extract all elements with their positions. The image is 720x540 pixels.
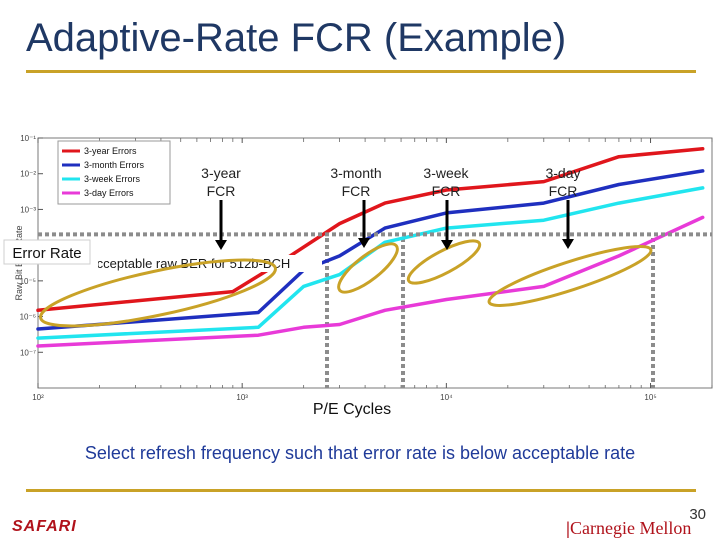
fcr-label-3-month-fcr: FCR bbox=[342, 183, 371, 199]
x-tick-label: 10⁵ bbox=[644, 393, 656, 402]
series-line-3-year-errors bbox=[36, 147, 705, 313]
y-tick-label: 10⁻² bbox=[20, 170, 36, 179]
error-rate-label: Error Rate bbox=[12, 245, 81, 262]
series-line-3-week-errors bbox=[36, 186, 705, 340]
safari-logo: SAFARI bbox=[12, 518, 77, 535]
slide-title: Adaptive-Rate FCR (Example) bbox=[26, 16, 567, 60]
fcr-arrow-head bbox=[562, 239, 574, 249]
legend-entry: 3-day Errors bbox=[84, 188, 134, 198]
chart-series bbox=[36, 147, 705, 348]
chart-grid bbox=[325, 238, 655, 388]
series-line-3-month-errors bbox=[36, 169, 705, 331]
highlight-ellipse bbox=[337, 242, 399, 294]
fcr-arrow-head bbox=[358, 238, 370, 248]
cmu-logo-text: Carnegie Mellon bbox=[569, 518, 692, 538]
page-number: 30 bbox=[689, 506, 706, 523]
x-axis-label: P/E Cycles bbox=[313, 401, 391, 418]
y-tick-label: 10⁻⁵ bbox=[20, 277, 36, 286]
title-underline bbox=[26, 70, 696, 73]
legend-entry: 3-month Errors bbox=[84, 160, 145, 170]
fcr-label-3-day: 3-day bbox=[545, 165, 580, 181]
x-tick-label: 10³ bbox=[236, 393, 248, 402]
legend-entry: 3-week Errors bbox=[84, 174, 141, 184]
y-tick-label: 10⁻⁷ bbox=[20, 348, 36, 357]
y-tick-label: 10⁻⁶ bbox=[20, 313, 36, 322]
chart-legend: 3-year Errors 3-month Errors 3-week Errors… bbox=[57, 140, 171, 205]
highlight-ellipse bbox=[406, 239, 482, 285]
fcr-label-3-year-fcr: FCR bbox=[207, 183, 236, 199]
y-tick-label: 10⁻¹ bbox=[20, 134, 36, 143]
fcr-label-3-week: 3-week bbox=[423, 165, 469, 181]
y-tick-label: 10⁻³ bbox=[20, 205, 36, 214]
series-line-3-day-errors bbox=[36, 215, 705, 348]
slide-caption: Select refresh frequency such that error… bbox=[84, 443, 636, 463]
footer-rule bbox=[26, 489, 696, 492]
highlight-ellipse bbox=[487, 245, 653, 307]
legend-entry: 3-year Errors bbox=[84, 146, 137, 156]
fcr-label-3-week-fcr: FCR bbox=[432, 183, 461, 199]
x-tick-label: 10⁴ bbox=[440, 393, 453, 402]
fcr-arrow-head bbox=[215, 240, 227, 250]
fcr-label-3-month: 3-month bbox=[330, 165, 381, 181]
threshold-label-clip bbox=[88, 254, 98, 273]
highlight-ellipse bbox=[39, 258, 277, 328]
fcr-arrow-head bbox=[441, 240, 453, 250]
cmu-logo: |Carnegie Mellon bbox=[566, 518, 692, 538]
fcr-label-3-day-fcr: FCR bbox=[549, 183, 578, 199]
x-tick-label: 10² bbox=[32, 393, 44, 402]
error-rate-box bbox=[3, 239, 91, 265]
fcr-label-3-year: 3-year bbox=[201, 165, 241, 181]
